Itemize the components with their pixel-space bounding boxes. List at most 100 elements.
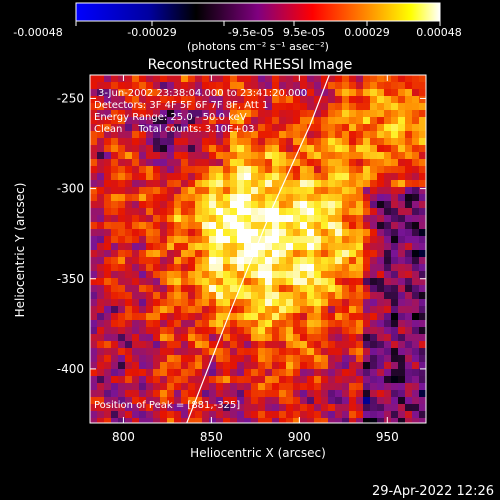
heatmap-cell <box>363 138 370 145</box>
heatmap-cell <box>370 145 377 152</box>
heatmap-cell <box>244 383 251 390</box>
heatmap-cell <box>279 215 286 222</box>
heatmap-cell <box>335 306 342 313</box>
heatmap-cell <box>363 166 370 173</box>
heatmap-cell <box>153 103 160 110</box>
heatmap-cell <box>244 201 251 208</box>
heatmap-cell <box>356 82 363 89</box>
heatmap-cell <box>181 131 188 138</box>
heatmap-cell <box>104 355 111 362</box>
heatmap-cell <box>286 173 293 180</box>
heatmap-cell <box>370 243 377 250</box>
heatmap-cell <box>237 397 244 404</box>
heatmap-cell <box>181 75 188 82</box>
annotation-time-range: 3-Jun-2002 23:38:04.000 to 23:41:20.000 <box>98 88 307 99</box>
heatmap-cell <box>335 355 342 362</box>
heatmap-cell <box>342 243 349 250</box>
heatmap-cell <box>132 320 139 327</box>
heatmap-cell <box>342 348 349 355</box>
heatmap-cell <box>160 264 167 271</box>
heatmap-cell <box>377 397 384 404</box>
heatmap-cell <box>377 341 384 348</box>
heatmap-cell <box>244 257 251 264</box>
heatmap-cell <box>342 110 349 117</box>
heatmap-cell <box>160 327 167 334</box>
heatmap-cell <box>195 376 202 383</box>
heatmap-cell <box>97 348 104 355</box>
heatmap-cell <box>265 236 272 243</box>
heatmap-cell <box>223 152 230 159</box>
heatmap-cell <box>272 411 279 418</box>
heatmap-cell <box>265 250 272 257</box>
heatmap-cell <box>244 250 251 257</box>
heatmap-cell <box>412 383 419 390</box>
heatmap-cell <box>265 173 272 180</box>
heatmap-cell <box>405 411 412 418</box>
heatmap-cell <box>118 306 125 313</box>
heatmap-cell <box>132 292 139 299</box>
heatmap-cell <box>314 376 321 383</box>
heatmap-cell <box>209 390 216 397</box>
heatmap-cell <box>405 320 412 327</box>
heatmap-cell <box>356 292 363 299</box>
heatmap-cell <box>181 229 188 236</box>
x-tick-label: 900 <box>288 430 311 444</box>
heatmap-cell <box>146 117 153 124</box>
heatmap-cell <box>419 257 426 264</box>
heatmap-cell <box>139 159 146 166</box>
heatmap-cell <box>251 103 258 110</box>
heatmap-cell <box>97 152 104 159</box>
heatmap-cell <box>356 152 363 159</box>
heatmap-cell <box>342 397 349 404</box>
heatmap-cell <box>384 362 391 369</box>
heatmap-cell <box>132 201 139 208</box>
heatmap-cell <box>328 369 335 376</box>
heatmap-cell <box>363 383 370 390</box>
heatmap-cell <box>307 201 314 208</box>
heatmap-cell <box>349 355 356 362</box>
heatmap-cell <box>405 397 412 404</box>
heatmap-cell <box>251 369 258 376</box>
heatmap-cell <box>251 397 258 404</box>
heatmap-cell <box>384 173 391 180</box>
heatmap-cell <box>167 152 174 159</box>
heatmap-cell <box>174 103 181 110</box>
heatmap-cell <box>405 208 412 215</box>
heatmap-cell <box>363 320 370 327</box>
heatmap-cell <box>349 110 356 117</box>
heatmap-cell <box>286 369 293 376</box>
heatmap-cell <box>167 208 174 215</box>
heatmap-cell <box>321 236 328 243</box>
heatmap-cell <box>335 376 342 383</box>
heatmap-cell <box>160 180 167 187</box>
heatmap-cell <box>118 89 125 96</box>
heatmap-cell <box>300 124 307 131</box>
heatmap-cell <box>412 180 419 187</box>
heatmap-cell <box>139 208 146 215</box>
heatmap-cell <box>188 369 195 376</box>
heatmap-cell <box>244 376 251 383</box>
heatmap-cell <box>412 390 419 397</box>
heatmap-cell <box>174 250 181 257</box>
heatmap-cell <box>139 348 146 355</box>
heatmap-cell <box>398 89 405 96</box>
heatmap-cell <box>104 306 111 313</box>
heatmap-cell <box>342 376 349 383</box>
heatmap-cell <box>265 397 272 404</box>
heatmap-cell <box>314 348 321 355</box>
heatmap-cell <box>356 222 363 229</box>
heatmap-cell <box>272 131 279 138</box>
heatmap-cell <box>356 194 363 201</box>
heatmap-cell <box>314 180 321 187</box>
heatmap-cell <box>314 341 321 348</box>
heatmap-cell <box>139 376 146 383</box>
heatmap-cell <box>160 313 167 320</box>
heatmap-cell <box>174 264 181 271</box>
heatmap-cell <box>356 404 363 411</box>
heatmap-cell <box>153 404 160 411</box>
heatmap-cell <box>139 250 146 257</box>
heatmap-cell <box>146 369 153 376</box>
heatmap-cell <box>279 194 286 201</box>
heatmap-cell <box>209 103 216 110</box>
heatmap-cell <box>265 110 272 117</box>
